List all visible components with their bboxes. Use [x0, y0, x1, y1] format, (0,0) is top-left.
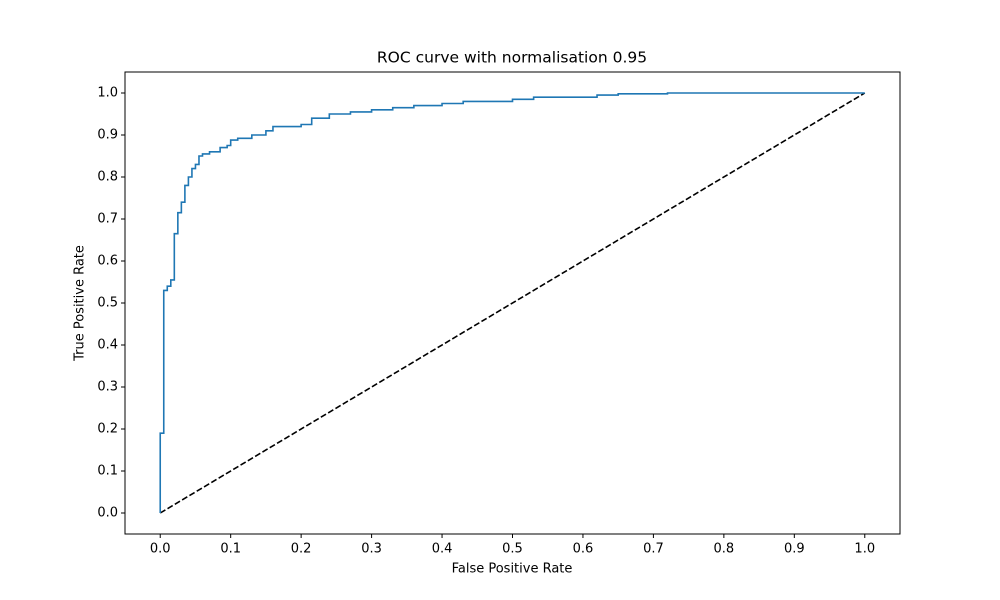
y-tick-label: 0.2 [97, 422, 118, 437]
y-tick-label: 0.6 [97, 254, 118, 269]
x-tick-label: 0.3 [361, 542, 382, 557]
x-tick-label: 0.8 [714, 542, 735, 557]
x-tick-label: 0.1 [220, 542, 241, 557]
x-tick-label: 0.0 [150, 542, 171, 557]
x-tick-label: 0.6 [573, 542, 594, 557]
x-axis-label: False Positive Rate [452, 562, 573, 577]
x-tick-label: 1.0 [854, 542, 875, 557]
x-tick-label: 0.9 [784, 542, 805, 557]
y-tick-label: 0.8 [97, 170, 118, 185]
y-axis-label: True Positive Rate [73, 245, 88, 362]
y-tick-label: 0.0 [97, 506, 118, 521]
line-series [159, 92, 865, 513]
y-tick-label: 0.3 [97, 380, 118, 395]
y-tick-label: 0.4 [97, 338, 118, 353]
y-tick-label: 0.7 [97, 212, 118, 227]
x-tick-label: 0.2 [291, 542, 312, 557]
plot-frame [124, 71, 901, 535]
x-tick-label: 0.4 [432, 542, 453, 557]
y-tick-label: 0.9 [97, 128, 118, 143]
y-tick-label: 1.0 [97, 86, 118, 101]
y-tick-label: 0.1 [97, 464, 118, 479]
line-series [159, 92, 866, 514]
y-tick-label: 0.5 [97, 296, 118, 311]
x-tick-label: 0.5 [502, 542, 523, 557]
chart-title: ROC curve with normalisation 0.95 [377, 49, 647, 67]
x-tick-label: 0.7 [643, 542, 664, 557]
